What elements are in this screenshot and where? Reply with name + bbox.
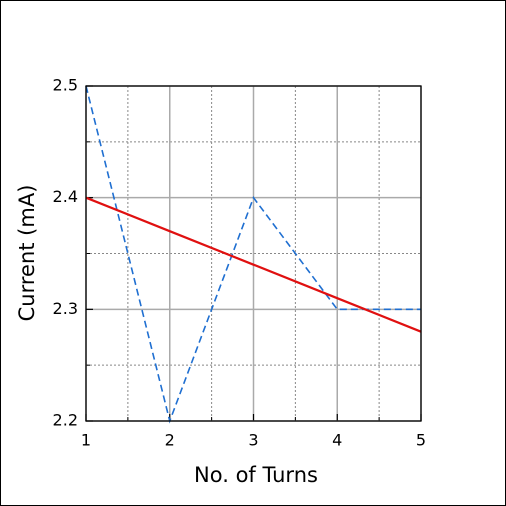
x-tick-label: 2 xyxy=(165,431,175,450)
y-axis-label: Current (mA) xyxy=(15,185,39,322)
x-axis-label: No. of Turns xyxy=(194,463,318,487)
y-tick-label: 2.5 xyxy=(53,76,78,95)
plot-border xyxy=(85,85,422,422)
series-line xyxy=(85,196,422,333)
y-tick-label: 2.3 xyxy=(53,299,78,318)
y-tick-label: 2.2 xyxy=(53,411,78,430)
x-tick-label: 5 xyxy=(416,431,426,450)
x-tick-label: 4 xyxy=(332,431,342,450)
x-tick-label: 3 xyxy=(248,431,258,450)
y-tick-label: 2.4 xyxy=(53,187,78,206)
x-tick-label: 1 xyxy=(81,431,91,450)
